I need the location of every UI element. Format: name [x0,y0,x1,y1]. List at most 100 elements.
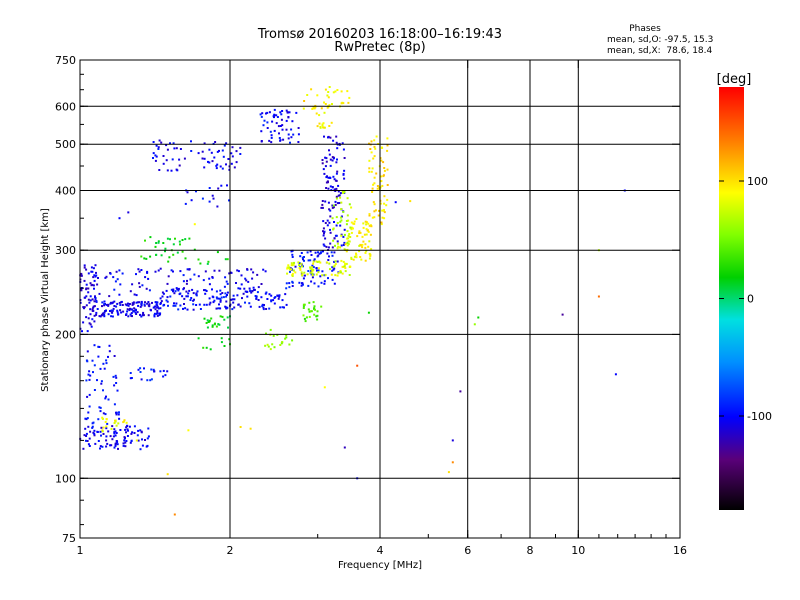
echo-point [111,302,114,305]
echo-point [327,277,329,280]
echo-point [322,126,325,129]
echo-point [385,204,388,207]
echo-point [109,310,111,312]
echo-point [206,326,209,329]
echo-point [215,164,218,167]
echo-point [350,258,353,260]
echo-point [139,448,142,451]
echo-point [313,313,316,316]
echo-point [146,379,149,382]
echo-point [291,120,294,123]
echo-point [146,271,149,274]
echo-point [339,246,342,249]
echo-point [88,370,91,373]
echo-point [116,311,119,314]
echo-point [156,310,159,312]
echo-point [383,167,386,169]
echo-point [353,220,356,223]
echo-point [126,435,129,437]
y-tick-label: 100 [55,472,76,485]
echo-point [108,295,111,298]
echo-point [126,310,129,313]
echo-point [140,255,143,258]
echo-point [278,295,281,298]
echo-point [258,305,261,308]
echo-point [110,301,112,304]
echo-point [310,254,313,256]
echo-point [201,150,204,153]
echo-point [318,114,321,117]
echo-point [328,262,331,265]
echo-point [124,428,127,431]
echo-point [277,297,280,300]
echo-point [223,144,226,147]
echo-point [355,256,358,259]
echo-point [126,425,129,428]
echo-point [310,271,313,274]
echo-point [82,447,85,450]
echo-point [265,112,267,115]
echo-point [197,258,200,261]
echo-point [96,283,99,286]
echo-point [165,144,168,147]
echo-point [130,377,133,379]
echo-point [334,244,336,247]
echo-point [311,264,314,267]
echo-point [113,403,116,406]
echo-point [208,148,211,151]
echo-point [93,279,96,282]
echo-point [119,304,122,306]
echo-point [140,431,143,434]
echo-point [306,94,309,96]
echo-point [282,138,285,141]
echo-point [115,424,118,427]
echo-point [344,262,347,265]
echo-point [176,251,179,254]
echo-point [324,273,327,276]
echo-point [230,298,233,301]
echo-point [335,161,338,164]
echo-point [365,228,368,231]
echo-point [344,243,347,246]
echo-point [91,298,94,301]
echo-point [233,306,236,309]
echo-point [343,241,346,244]
echo-point [312,268,315,271]
echo-point [326,106,329,109]
echo-point [236,294,239,297]
echo-point [166,148,169,151]
echo-point [320,281,323,284]
echo-point [327,181,329,184]
echo-point [348,274,351,276]
echo-point [317,251,319,254]
echo-point [211,194,214,197]
echo-point [239,426,242,428]
echo-point [281,299,284,302]
echo-point [268,307,271,310]
echo-point [164,374,167,377]
echo-point [335,234,338,237]
echo-point [190,140,192,143]
echo-point [118,411,120,414]
echo-point [361,246,364,249]
echo-point [383,209,385,211]
echo-point [347,240,350,243]
echo-point [226,282,229,285]
echo-point [207,260,210,263]
echo-point [227,326,229,329]
echo-point [368,214,371,217]
echo-point [95,313,98,316]
chart-subtitle: RwPretec (8p) [334,40,425,55]
y-tick-label: 75 [62,532,76,545]
echo-point [316,94,319,97]
echo-point [342,235,345,238]
echo-point [93,432,96,435]
echo-point [256,273,259,276]
echo-point [225,163,227,166]
echo-point [321,274,324,277]
echo-point [84,427,87,430]
echo-point [88,393,91,396]
echo-point [226,294,228,296]
echo-point [172,243,175,246]
echo-point [115,376,118,379]
